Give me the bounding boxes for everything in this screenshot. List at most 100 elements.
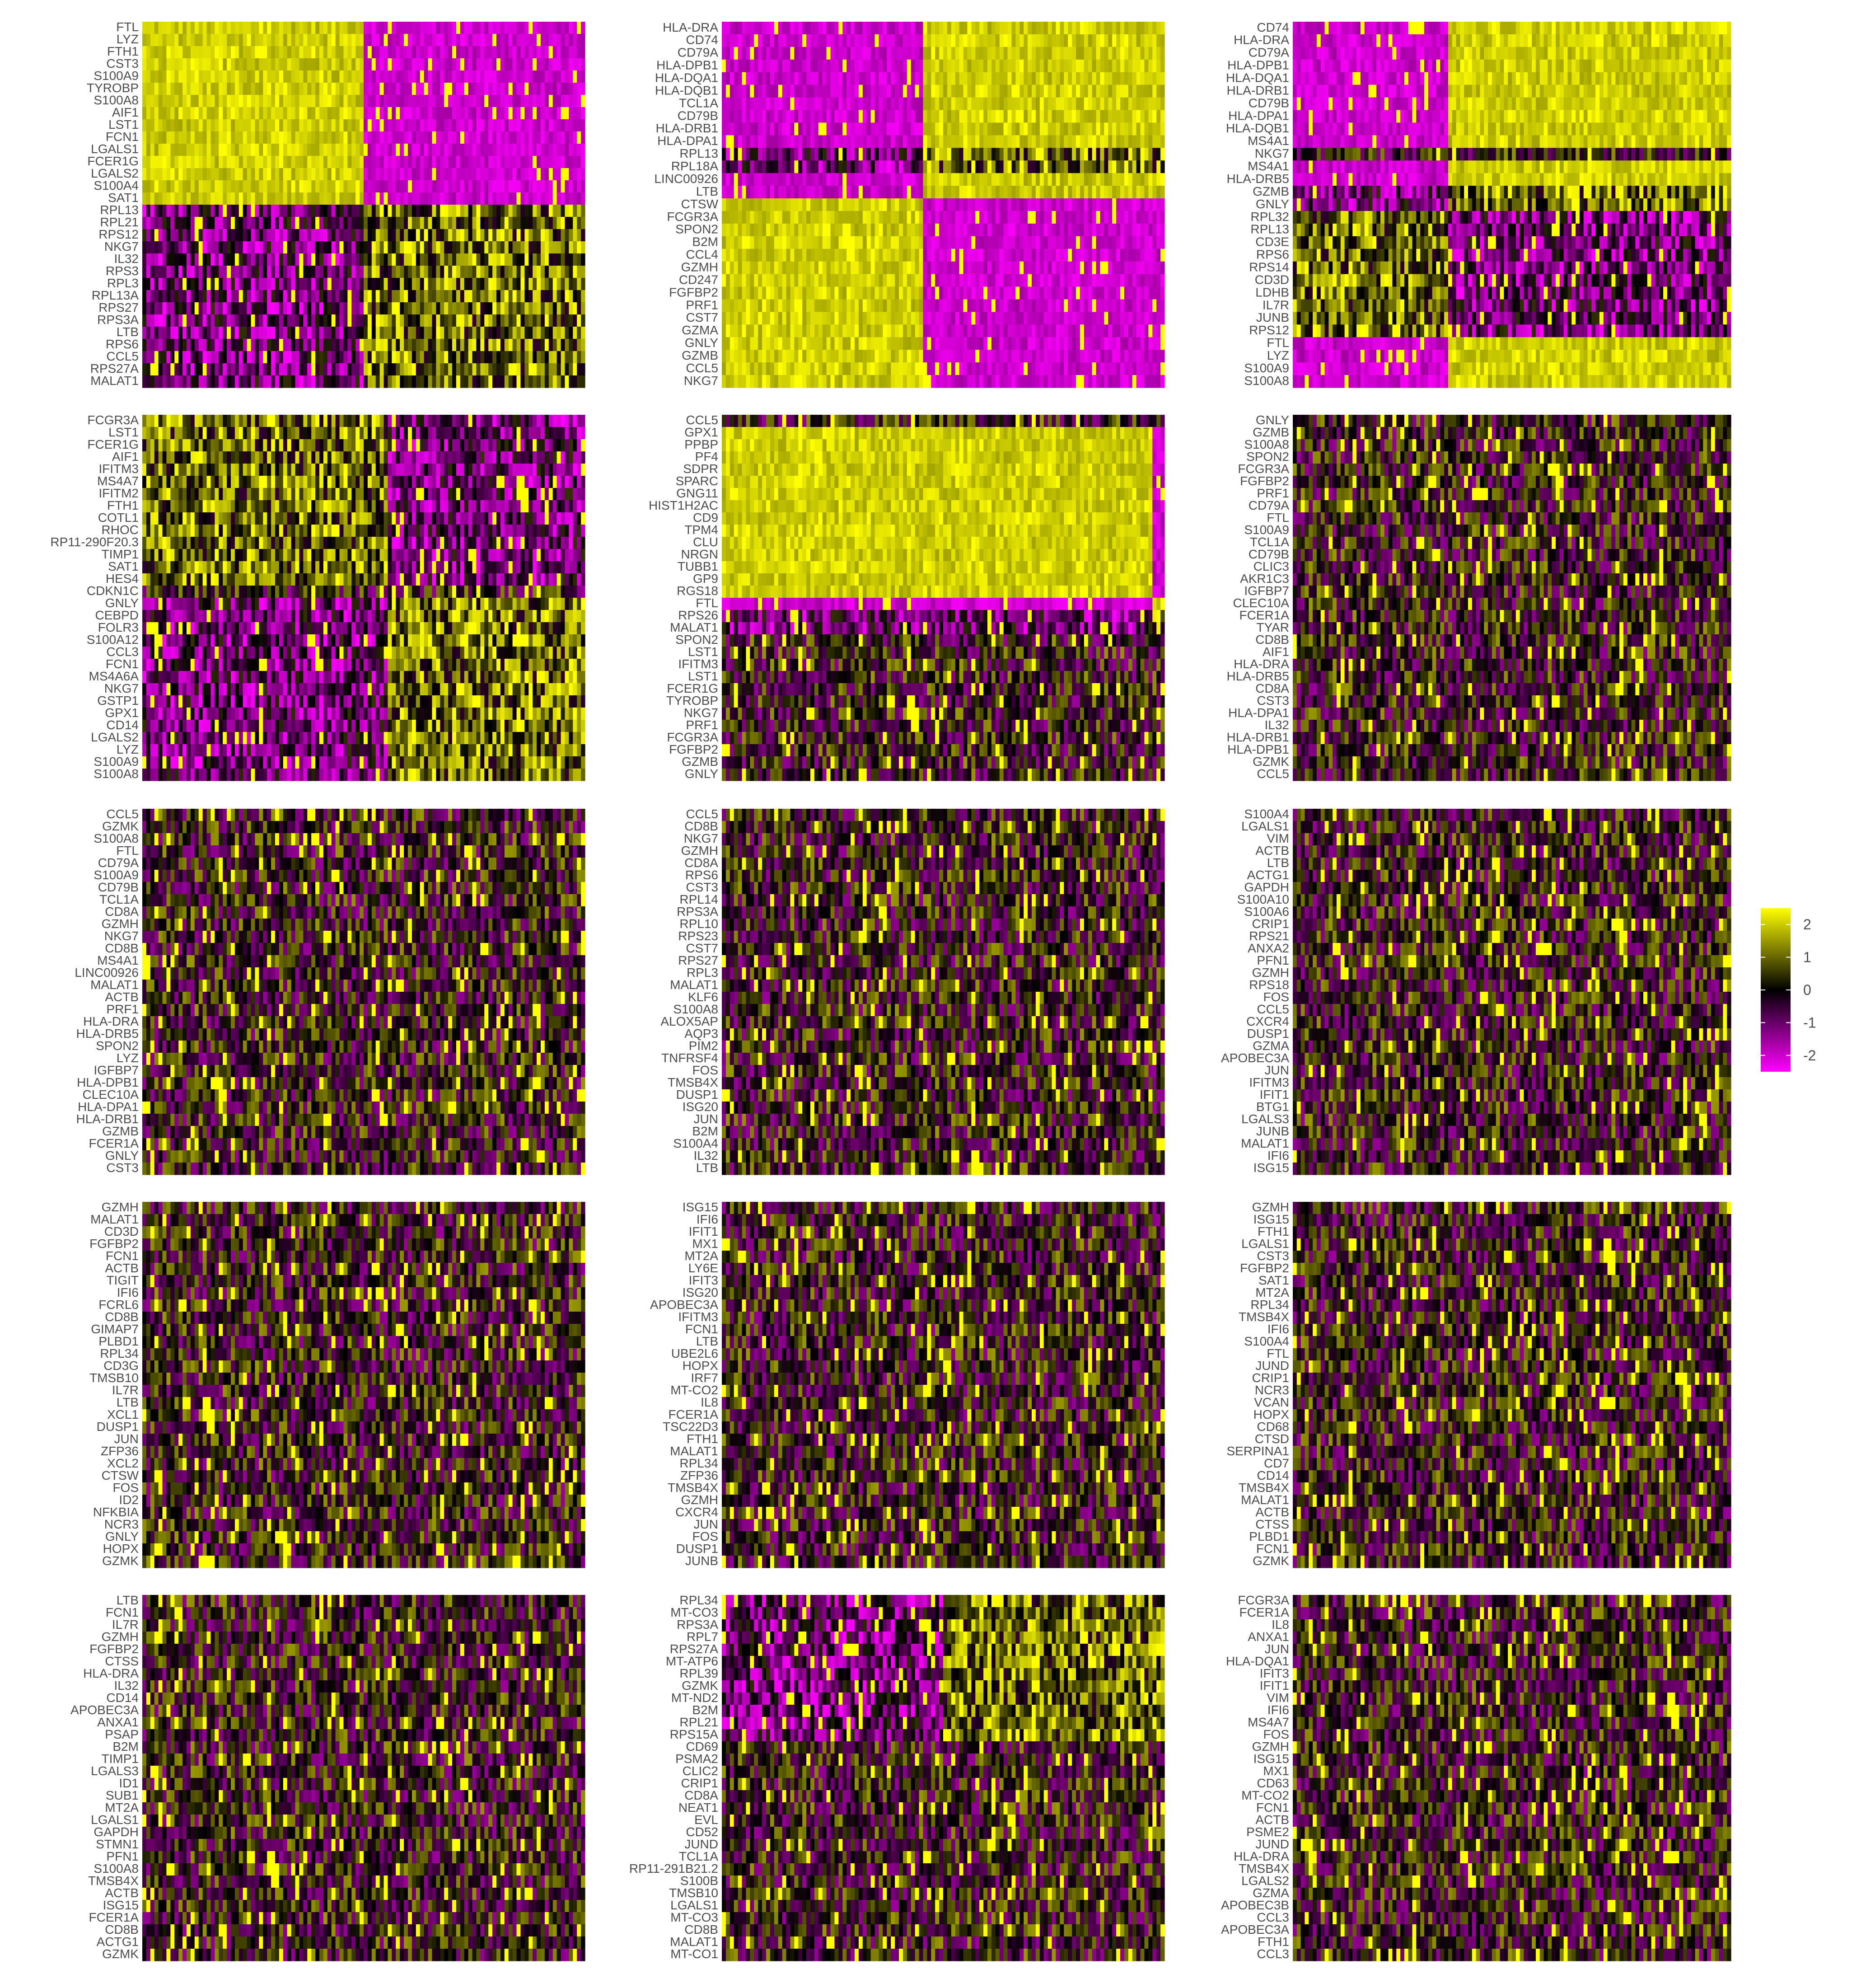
heatmap-cell <box>412 22 416 34</box>
heatmap-cell <box>223 58 227 71</box>
heatmap-cell <box>424 95 429 108</box>
heatmap-cell <box>210 131 215 144</box>
heatmap-cell <box>166 156 171 169</box>
heatmap-cell <box>243 95 248 108</box>
heatmap-cell <box>299 119 304 132</box>
heatmap-cell <box>166 131 171 144</box>
heatmap-cell <box>299 70 304 83</box>
heatmap-cell <box>524 95 529 108</box>
heatmap-cell <box>223 144 227 156</box>
heatmap-cell <box>191 95 195 108</box>
heatmap-cell <box>142 46 147 59</box>
heatmap-cell <box>528 83 533 95</box>
heatmap-cell <box>573 119 577 132</box>
heatmap-cell <box>440 83 444 95</box>
heatmap-cell <box>472 46 477 59</box>
heatmap-cell <box>384 107 388 120</box>
heatmap-cell <box>259 34 263 47</box>
heatmap-cell <box>424 22 429 34</box>
heatmap-cell <box>239 119 243 132</box>
heatmap-cell <box>412 107 416 120</box>
heatmap-cell <box>263 180 267 193</box>
heatmap-cell <box>159 107 163 120</box>
heatmap-cell <box>251 180 256 193</box>
heatmap-cell <box>577 34 581 47</box>
heatmap-cell <box>166 144 171 156</box>
heatmap-cell <box>524 34 529 47</box>
heatmap-cell <box>404 131 408 144</box>
heatmap-cell <box>517 70 521 83</box>
heatmap-cell <box>524 46 529 59</box>
heatmap-cell <box>404 107 408 120</box>
heatmap-cell <box>569 156 573 169</box>
heatmap-cell <box>239 144 243 156</box>
heatmap-cell <box>364 95 368 108</box>
heatmap-cell <box>452 144 457 156</box>
heatmap-cell <box>513 22 517 34</box>
heatmap-cell <box>468 95 473 108</box>
heatmap-cell <box>287 58 292 71</box>
heatmap-cell <box>247 70 252 83</box>
heatmap-cell <box>541 46 545 59</box>
heatmap-cell <box>488 131 493 144</box>
heatmap-cell <box>396 131 400 144</box>
heatmap-cell <box>351 58 356 71</box>
heatmap-cell <box>557 58 561 71</box>
heatmap-cell <box>251 144 256 156</box>
heatmap-cell <box>154 34 159 47</box>
heatmap-cell <box>436 46 440 59</box>
heatmap-cell <box>400 119 404 132</box>
heatmap-cell <box>332 168 336 181</box>
heatmap-cell <box>215 70 219 83</box>
heatmap-cell <box>191 131 195 144</box>
heatmap-cell <box>577 156 581 169</box>
heatmap-cell <box>577 46 581 59</box>
heatmap-cell <box>287 83 292 95</box>
heatmap-cell <box>468 119 473 132</box>
heatmap-cell <box>255 107 259 120</box>
heatmap-cell <box>388 22 392 34</box>
heatmap-cell <box>561 95 566 108</box>
heatmap-cell <box>509 83 513 95</box>
heatmap-cell <box>195 180 199 193</box>
heatmap-cell <box>311 34 316 47</box>
heatmap-cell <box>384 70 388 83</box>
heatmap-cell <box>154 22 159 34</box>
heatmap-cell <box>408 34 412 47</box>
heatmap-cell <box>195 131 199 144</box>
heatmap-cell <box>581 22 585 34</box>
heatmap-cell <box>287 22 292 34</box>
heatmap-cell <box>231 156 235 169</box>
heatmap-cell <box>484 119 489 132</box>
heatmap-cell <box>424 83 429 95</box>
heatmap-cell <box>163 131 167 144</box>
heatmap-cell <box>267 131 271 144</box>
heatmap-cell <box>159 95 163 108</box>
heatmap-cell <box>243 119 248 132</box>
heatmap-cell <box>291 95 296 108</box>
heatmap-cell <box>500 22 505 34</box>
heatmap-cell <box>239 58 243 71</box>
heatmap-cell <box>347 95 352 108</box>
heatmap-cell <box>364 131 368 144</box>
heatmap-cell <box>464 119 469 132</box>
heatmap-cell <box>166 119 171 132</box>
heatmap-cell <box>384 83 388 95</box>
heatmap-cell <box>231 168 235 181</box>
heatmap-cell <box>524 22 529 34</box>
heatmap-cell <box>500 95 505 108</box>
heatmap-cell <box>480 156 485 169</box>
heatmap-cell <box>150 46 155 59</box>
heatmap-cell <box>239 70 243 83</box>
heatmap-cell <box>392 156 396 169</box>
heatmap-cell <box>448 156 453 169</box>
heatmap-cell <box>452 156 457 169</box>
heatmap-cell <box>400 168 404 181</box>
heatmap-cell <box>267 70 271 83</box>
heatmap-cell <box>376 46 380 59</box>
heatmap-cell <box>199 95 203 108</box>
heatmap-cell <box>279 83 284 95</box>
heatmap-cell <box>239 34 243 47</box>
heatmap-cell <box>376 168 380 181</box>
heatmap-cell <box>476 144 481 156</box>
